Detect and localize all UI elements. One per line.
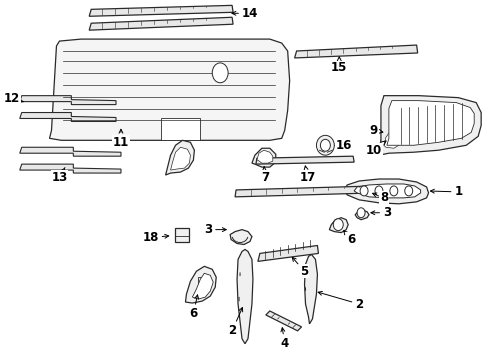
Polygon shape xyxy=(170,147,190,170)
Bar xyxy=(198,277,208,289)
Polygon shape xyxy=(344,179,427,204)
Ellipse shape xyxy=(389,186,397,196)
Text: 6: 6 xyxy=(189,295,198,320)
Text: 10: 10 xyxy=(365,141,385,157)
Text: 18: 18 xyxy=(142,231,168,244)
Text: 9: 9 xyxy=(369,124,382,137)
Ellipse shape xyxy=(320,139,330,151)
Ellipse shape xyxy=(316,135,334,155)
Ellipse shape xyxy=(356,208,365,218)
Bar xyxy=(174,228,189,242)
Text: 3: 3 xyxy=(370,206,390,219)
Text: 4: 4 xyxy=(280,328,288,350)
Polygon shape xyxy=(265,311,301,331)
Text: 1: 1 xyxy=(429,185,462,198)
Polygon shape xyxy=(257,246,318,261)
Polygon shape xyxy=(386,100,473,145)
Ellipse shape xyxy=(212,63,228,83)
Polygon shape xyxy=(255,156,353,164)
Polygon shape xyxy=(304,255,317,324)
Text: 2: 2 xyxy=(227,307,242,337)
Text: 11: 11 xyxy=(113,129,129,149)
Text: 12: 12 xyxy=(4,92,23,105)
Polygon shape xyxy=(353,184,420,198)
Polygon shape xyxy=(49,39,289,140)
Polygon shape xyxy=(378,96,480,155)
Text: 5: 5 xyxy=(292,257,308,278)
Polygon shape xyxy=(20,96,116,105)
Polygon shape xyxy=(89,5,233,16)
Polygon shape xyxy=(237,249,252,344)
Polygon shape xyxy=(328,218,347,233)
Polygon shape xyxy=(235,186,374,197)
Text: 2: 2 xyxy=(318,291,363,311)
Text: 3: 3 xyxy=(204,223,226,236)
Text: 16: 16 xyxy=(334,139,352,152)
Polygon shape xyxy=(89,17,233,30)
Polygon shape xyxy=(20,147,121,156)
Polygon shape xyxy=(20,113,116,121)
Ellipse shape xyxy=(359,186,367,196)
Polygon shape xyxy=(165,140,194,175)
Text: 15: 15 xyxy=(330,57,347,75)
Polygon shape xyxy=(230,230,251,244)
Text: 7: 7 xyxy=(260,167,268,184)
Polygon shape xyxy=(192,273,213,299)
Polygon shape xyxy=(20,164,121,173)
Text: 8: 8 xyxy=(372,192,387,204)
Polygon shape xyxy=(354,210,368,220)
Text: 17: 17 xyxy=(299,166,315,184)
Ellipse shape xyxy=(404,186,412,196)
Polygon shape xyxy=(378,125,406,152)
Text: 14: 14 xyxy=(231,7,258,20)
Text: 6: 6 xyxy=(343,231,355,246)
Text: 13: 13 xyxy=(51,167,67,184)
Polygon shape xyxy=(256,150,272,163)
Polygon shape xyxy=(294,45,417,58)
Polygon shape xyxy=(383,130,400,148)
Polygon shape xyxy=(251,148,275,167)
Ellipse shape xyxy=(333,219,343,231)
Bar xyxy=(161,118,200,140)
Ellipse shape xyxy=(374,186,382,196)
Polygon shape xyxy=(185,266,216,303)
